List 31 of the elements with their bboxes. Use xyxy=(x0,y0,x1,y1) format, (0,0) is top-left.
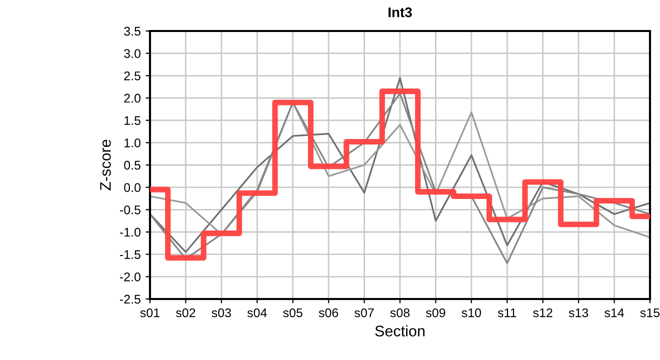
x-tick-label: s06 xyxy=(318,308,338,318)
x-tick-label: s12 xyxy=(533,308,552,318)
x-tick-label: s05 xyxy=(283,308,302,318)
x-tick-label: s09 xyxy=(426,308,446,318)
y-tick-label: 0.5 xyxy=(124,160,140,170)
y-tick-label: 2.0 xyxy=(124,94,140,103)
y-tick-label: 0.0 xyxy=(124,183,140,192)
y-tick-label: 3.5 xyxy=(124,26,140,36)
y-tick-label: -2.0 xyxy=(120,272,140,282)
chart-title: Int3 xyxy=(388,7,412,18)
x-tick-label: s13 xyxy=(568,308,588,318)
y-tick-label: 1.0 xyxy=(124,138,140,148)
x-tick-label: s10 xyxy=(462,308,482,318)
x-tick-label: s01 xyxy=(140,308,160,318)
x-tick-label: s11 xyxy=(498,308,516,318)
y-tick-label: 3.0 xyxy=(124,49,140,58)
y-tick-label: -1.0 xyxy=(120,228,140,237)
y-tick-label: -0.5 xyxy=(120,205,140,214)
x-tick-label: s14 xyxy=(604,308,624,318)
y-tick-label: 2.5 xyxy=(124,71,140,80)
x-tick-label: s02 xyxy=(176,308,196,318)
x-axis-title: Section xyxy=(375,325,424,336)
y-axis-title: Z-score xyxy=(100,140,111,190)
x-tick-label: s08 xyxy=(390,308,410,318)
x-tick-label: s07 xyxy=(354,308,374,318)
x-tick-label: s04 xyxy=(247,308,267,318)
y-tick-label: -2.5 xyxy=(120,294,140,304)
y-tick-label: 1.5 xyxy=(124,116,140,125)
x-tick-label: s15 xyxy=(640,308,660,318)
y-tick-label: -1.5 xyxy=(120,250,140,259)
x-tick-label: s03 xyxy=(212,308,231,318)
